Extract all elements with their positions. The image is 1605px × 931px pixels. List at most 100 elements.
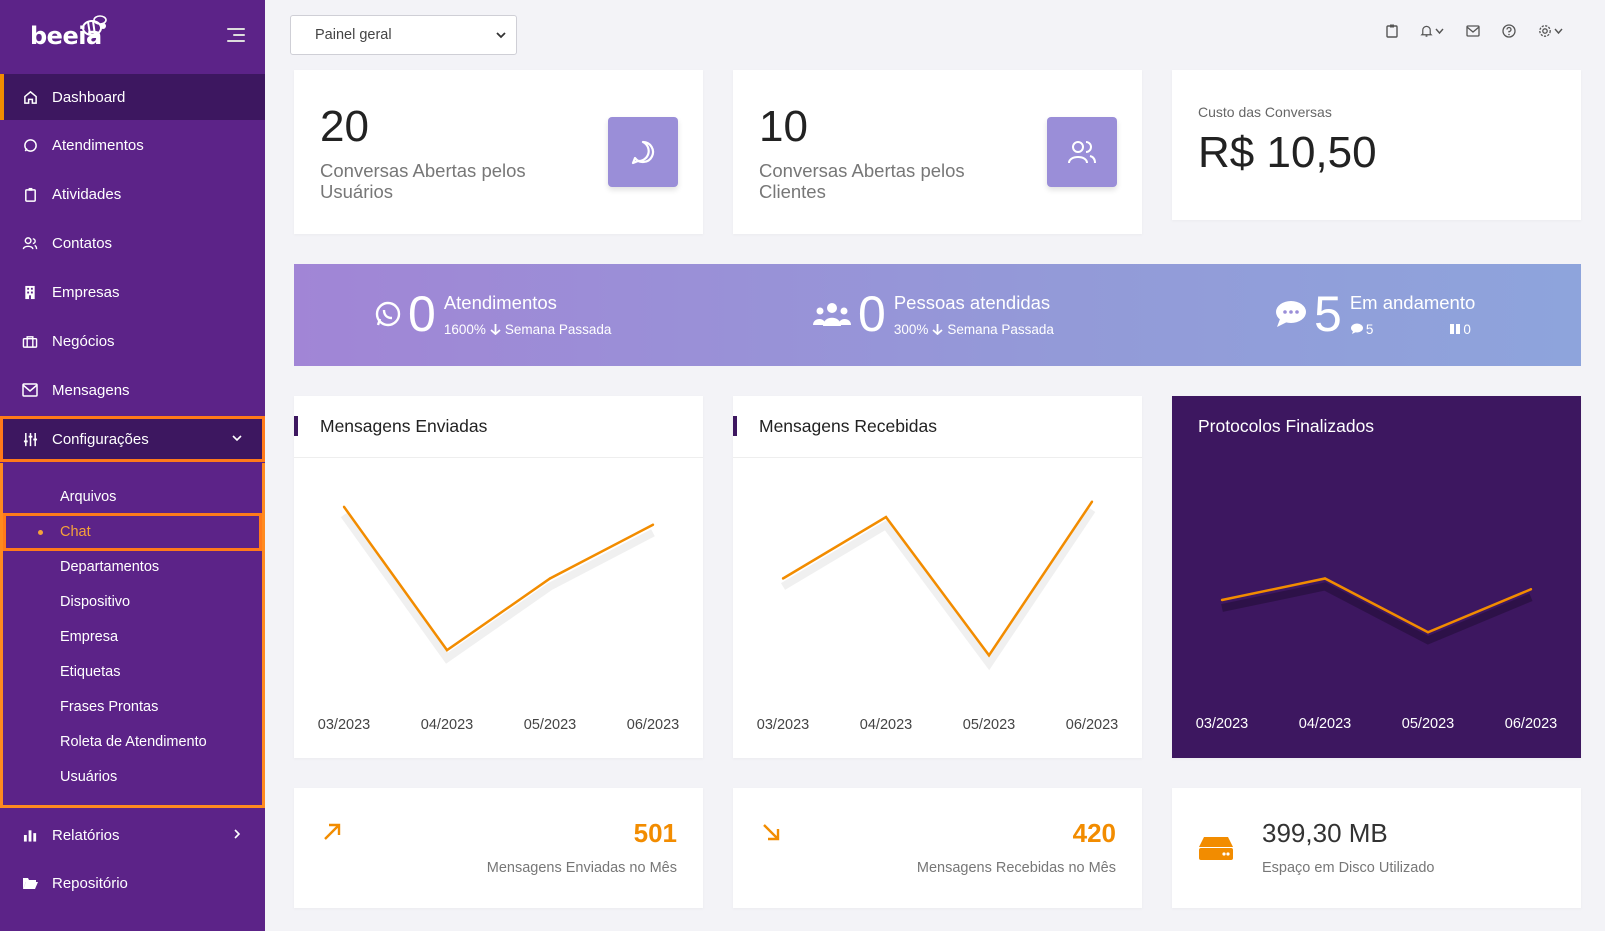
chat-bubble-icon [608, 117, 678, 187]
mail-icon[interactable] [1466, 25, 1480, 37]
arrow-down-right-icon [763, 824, 780, 841]
line-chart-enviadas: 03/2023 04/2023 05/2023 06/2023 [318, 505, 679, 733]
stat-value: 420 [1072, 818, 1116, 848]
paused-count: 0 [1463, 321, 1471, 337]
building-icon [22, 284, 38, 300]
x-tick-label: 04/2023 [1299, 716, 1351, 732]
submenu-item-etiquetas[interactable]: Etiquetas [3, 655, 262, 689]
sidebar-item-empresas[interactable]: Empresas [0, 269, 265, 315]
help-icon[interactable] [1502, 24, 1516, 38]
sidebar-item-negocios[interactable]: Negócios [0, 318, 265, 364]
data-point[interactable] [884, 515, 888, 519]
submenu-label: Dispositivo [60, 594, 131, 610]
configuracoes-submenu: Arquivos Chat Departamentos Dispositivo … [0, 463, 265, 808]
submenu-item-roleta[interactable]: Roleta de Atendimento [3, 725, 262, 759]
submenu-item-chat[interactable]: Chat [3, 513, 262, 551]
stat-period: Semana Passada [504, 321, 612, 337]
sidebar-item-repositorio[interactable]: Repositório [0, 860, 265, 906]
data-point[interactable] [781, 577, 785, 580]
arrow-up-right-icon [324, 823, 341, 840]
line-chart-recebidas: 03/2023 04/2023 05/2023 06/2023 [757, 500, 1118, 733]
x-tick-label: 05/2023 [1402, 716, 1454, 732]
x-tick-label: 04/2023 [860, 717, 912, 733]
clipboard-icon[interactable] [1386, 24, 1398, 38]
sidebar-item-mensagens[interactable]: Mensagens [0, 367, 265, 413]
data-point[interactable] [1529, 588, 1533, 591]
submenu-item-dispositivo[interactable]: Dispositivo [3, 585, 262, 619]
card-conversas-usuarios: 20 Conversas Abertas pelos Usuários [294, 70, 703, 234]
pause-icon [1450, 324, 1461, 334]
series-line [342, 506, 654, 652]
stat-pct: 1600% [443, 321, 486, 337]
x-tick-label: 05/2023 [524, 717, 576, 733]
submenu-label: Etiquetas [60, 664, 121, 680]
chevron-down-icon [232, 435, 242, 442]
logo[interactable]: beeia [0, 0, 265, 72]
sidebar-item-atividades[interactable]: Atividades [0, 171, 265, 217]
stat-pessoas: 0 Pessoas atendidas 300% Semana Passada [812, 284, 1054, 344]
chart-card-protocolos: Protocolos Finalizados 03/2023 04/2023 05/… [1172, 396, 1581, 758]
series-shadow [780, 507, 1096, 671]
data-point[interactable] [651, 523, 655, 526]
submenu-item-usuarios[interactable]: Usuários [3, 760, 262, 794]
bar-chart-icon [22, 827, 38, 843]
sidebar-item-label: Configurações [52, 430, 149, 448]
topbar-icons [1386, 24, 1563, 38]
data-point[interactable] [548, 577, 552, 580]
sidebar-item-atendimentos[interactable]: Atendimentos [0, 122, 265, 168]
submenu-label: Empresa [60, 629, 119, 645]
data-point[interactable] [1323, 577, 1327, 580]
x-tick-label: 04/2023 [421, 717, 473, 733]
series-shadow [340, 512, 655, 664]
dashboard-select[interactable]: Painel geral [290, 15, 517, 55]
stat-em-andamento: 5 Em andamento 5 0 [1274, 284, 1475, 344]
card-value: 10 [759, 102, 808, 151]
stat-value: 0 [408, 286, 436, 342]
data-point[interactable] [445, 648, 449, 652]
divider [733, 457, 1142, 458]
notifications-bell-icon[interactable] [1420, 24, 1444, 38]
stat-value: 0 [858, 286, 886, 342]
stat-label: Em andamento [1349, 291, 1476, 313]
card-label: Conversas Abertas pelos Usuários [320, 160, 526, 202]
data-point[interactable] [342, 505, 346, 509]
submenu-item-empresa[interactable]: Empresa [3, 620, 262, 654]
chart-title: Protocolos Finalizados [1198, 416, 1375, 436]
submenu-label: Chat [60, 524, 91, 540]
card-enviadas-mes: 501 Mensagens Enviadas no Mês [294, 788, 703, 908]
data-point[interactable] [987, 654, 991, 657]
disk-label: Espaço em Disco Utilizado [1262, 860, 1435, 876]
card-label: Conversas Abertas pelos Clientes [759, 160, 965, 202]
chart-card-recebidas: Mensagens Recebidas 03/2023 04/2023 05/202… [733, 396, 1142, 758]
line-chart-protocolos: 03/2023 04/2023 05/2023 06/2023 [1196, 577, 1557, 732]
sidebar-item-contatos[interactable]: Contatos [0, 220, 265, 266]
submenu-label: Frases Prontas [60, 699, 159, 715]
chart-title: Mensagens Enviadas [320, 416, 488, 436]
series-shadow [1221, 582, 1533, 645]
menu-toggle-icon[interactable] [227, 28, 245, 46]
card-value: R$ 10,50 [1198, 128, 1377, 177]
whatsapp-icon [375, 301, 401, 327]
submenu-item-frases-prontas[interactable]: Frases Prontas [3, 690, 262, 724]
submenu-item-departamentos[interactable]: Departamentos [3, 550, 262, 584]
data-point[interactable] [1220, 598, 1224, 602]
stat-period: Semana Passada [947, 321, 1054, 337]
folder-open-icon [22, 875, 38, 891]
data-point[interactable] [1426, 631, 1430, 634]
sliders-icon [22, 431, 38, 447]
settings-gear-icon[interactable] [1538, 24, 1563, 38]
mail-icon [22, 382, 38, 398]
home-icon [22, 89, 38, 105]
hard-drive-icon [1199, 837, 1233, 860]
sidebar-item-dashboard[interactable]: Dashboard [0, 74, 265, 120]
card-conversas-clientes: 10 Conversas Abertas pelos Clientes [733, 70, 1142, 234]
stat-label: Mensagens Enviadas no Mês [486, 860, 677, 876]
submenu-item-arquivos[interactable]: Arquivos [3, 480, 262, 514]
sidebar-item-relatorios[interactable]: Relatórios [0, 812, 265, 858]
data-point[interactable] [1090, 500, 1094, 503]
sidebar-item-configuracoes[interactable]: Configurações [0, 416, 265, 462]
sidebar-item-label: Relatórios [52, 826, 120, 844]
arrow-down-icon [490, 324, 501, 335]
card-custo-conversas: Custo das Conversas R$ 10,50 [1172, 70, 1581, 220]
chart-card-enviadas: Mensagens Enviadas 03/2023 04/2023 05/2023… [294, 396, 703, 758]
